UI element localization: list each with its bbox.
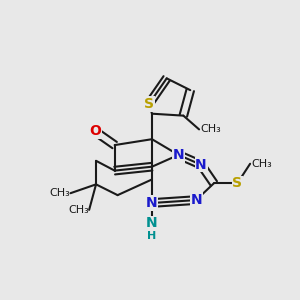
Text: CH₃: CH₃	[252, 159, 272, 169]
Text: S: S	[232, 176, 242, 190]
Text: N: N	[190, 193, 202, 207]
Text: S: S	[144, 97, 154, 111]
Text: N: N	[146, 196, 158, 210]
Text: CH₃: CH₃	[68, 205, 89, 215]
Text: N: N	[195, 158, 207, 172]
Text: N: N	[173, 148, 184, 162]
Text: CH₃: CH₃	[201, 124, 221, 134]
Text: H: H	[147, 231, 157, 241]
Text: O: O	[89, 124, 101, 138]
Text: N: N	[146, 216, 158, 230]
Text: CH₃: CH₃	[50, 188, 70, 198]
